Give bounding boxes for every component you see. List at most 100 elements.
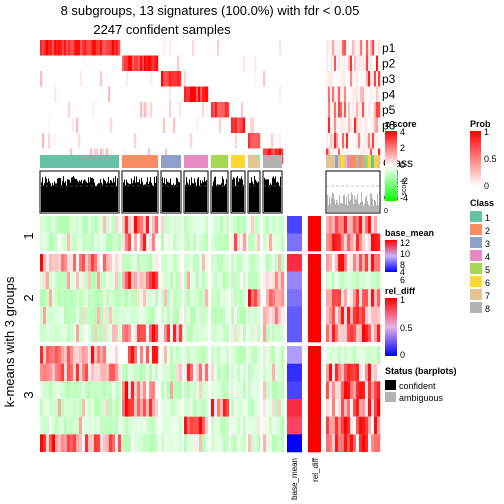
- heatmap-cell: [263, 399, 267, 417]
- heatmap-cell: [217, 399, 221, 417]
- prob-cell: [114, 40, 117, 56]
- heatmap-cell: [61, 254, 65, 272]
- heatmap-cell: [257, 381, 261, 399]
- zscore-heatmap: [40, 216, 381, 452]
- silhouette-bar: [357, 194, 358, 212]
- heatmap-cell: [335, 306, 339, 325]
- heatmap-cell: [263, 363, 267, 382]
- heatmap-cell: [356, 254, 360, 272]
- silhouette-bar: [155, 182, 156, 212]
- heatmap-cell: [170, 306, 174, 325]
- prob-cell: [54, 86, 57, 102]
- heatmap-cell: [187, 346, 191, 364]
- prob-cell: [368, 102, 371, 118]
- prob-cell: [112, 40, 115, 56]
- heatmap-cell: [109, 289, 113, 307]
- heatmap-cell: [91, 289, 95, 307]
- prob-row-label: p1: [382, 41, 396, 55]
- heatmap-cell: [269, 434, 273, 452]
- silhouette-bar: [85, 180, 86, 212]
- silhouette-bar: [277, 181, 278, 212]
- heatmap-cell: [326, 306, 330, 325]
- heatmap-cell: [61, 363, 65, 382]
- heatmap-cell: [46, 306, 50, 325]
- silhouette-bar: [178, 181, 179, 212]
- heatmap-cell: [173, 381, 177, 399]
- heatmap-cell: [377, 254, 381, 272]
- heatmap-cell: [329, 216, 333, 234]
- heatmap-cell: [359, 399, 363, 417]
- silhouette-bar: [362, 201, 363, 212]
- legend-base-mean-colorbar: [385, 240, 397, 272]
- heatmap-cell: [193, 399, 197, 417]
- heatmap-cell: [115, 216, 119, 234]
- heatmap-cell: [353, 399, 357, 417]
- chart-subtitle: 2247 confident samples: [93, 22, 231, 37]
- heatmap-cell: [202, 216, 206, 234]
- heatmap-cell: [64, 289, 68, 307]
- heatmap-cell: [131, 271, 135, 290]
- row-annotations: [287, 216, 321, 453]
- silhouette-bar: [92, 178, 93, 212]
- heatmap-cell: [254, 324, 258, 342]
- legend-prob-tick-1: 1: [484, 127, 489, 137]
- heatmap-cell: [134, 363, 138, 382]
- heatmap-cell: [190, 216, 194, 234]
- heatmap-cell: [187, 254, 191, 272]
- heatmap-cell: [146, 363, 150, 382]
- silhouette-bar: [133, 180, 134, 212]
- heatmap-cell: [254, 271, 258, 290]
- heatmap-cell: [341, 254, 345, 272]
- heatmap-cell: [332, 233, 336, 251]
- heatmap-cell: [359, 216, 363, 234]
- heatmap-cell: [187, 363, 191, 382]
- heatmap-cell: [251, 216, 255, 234]
- heatmap-cell: [73, 271, 77, 290]
- heatmap-cell: [275, 306, 279, 325]
- heatmap-cell: [211, 216, 215, 234]
- heatmap-cell: [211, 254, 215, 272]
- heatmap-cell: [251, 254, 255, 272]
- silhouette-bar: [266, 179, 267, 212]
- heatmap-cell: [220, 233, 224, 251]
- legend-status-ambiguous-label: ambiguous: [399, 393, 444, 403]
- heatmap-cell: [275, 434, 279, 452]
- heatmap-cell: [152, 233, 156, 251]
- heatmap-cell: [170, 399, 174, 417]
- heatmap-cell: [149, 271, 153, 290]
- heatmap-cell: [109, 399, 113, 417]
- silhouette-bar: [61, 184, 62, 212]
- heatmap-cell: [223, 216, 227, 234]
- silhouette-bar: [329, 196, 330, 212]
- prob-cell: [348, 55, 351, 71]
- heatmap-cell: [122, 363, 126, 382]
- silhouette-bar: [372, 198, 373, 212]
- prob-cell: [338, 86, 341, 102]
- prob-cell: [368, 86, 371, 102]
- heatmap-cell: [43, 306, 47, 325]
- heatmap-cell: [272, 216, 276, 234]
- heatmap-cell: [46, 434, 50, 452]
- silhouette-bar: [337, 202, 338, 212]
- prob-cell: [326, 133, 329, 149]
- prob-cell: [362, 102, 365, 118]
- heatmap-cell: [257, 306, 261, 325]
- heatmap-cell: [193, 363, 197, 382]
- silhouette-bar: [100, 179, 101, 212]
- prob-cell: [360, 40, 363, 56]
- heatmap-cell: [371, 271, 375, 290]
- heatmap-cell: [237, 271, 241, 290]
- heatmap-cell: [257, 399, 261, 417]
- heatmap-cell: [202, 254, 206, 272]
- heatmap-cell: [134, 399, 138, 417]
- prob-cell: [254, 71, 257, 87]
- heatmap-cell: [344, 271, 348, 290]
- silhouette-bar: [69, 179, 70, 212]
- prob-cell: [74, 40, 77, 56]
- heatmap-cell: [46, 216, 50, 234]
- heatmap-cell: [335, 416, 339, 435]
- silhouette-bar: [63, 176, 64, 212]
- silhouette-bar: [179, 182, 180, 212]
- heatmap-cell: [243, 271, 247, 290]
- heatmap-cell: [52, 306, 56, 325]
